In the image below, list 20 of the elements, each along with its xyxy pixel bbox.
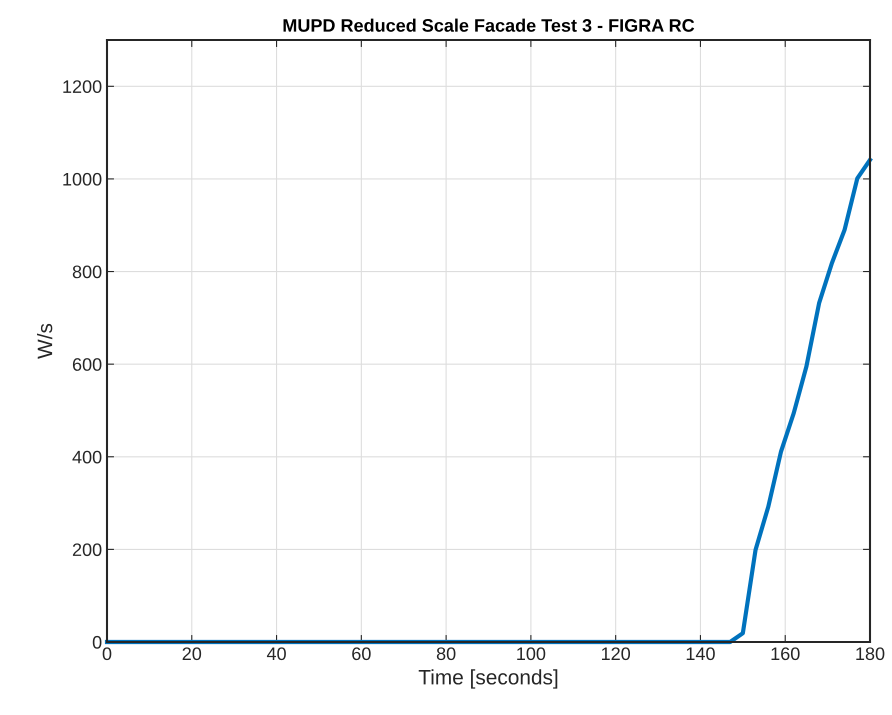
- y-tick-label: 600: [72, 358, 102, 371]
- y-tick-label: 200: [72, 543, 102, 556]
- x-tick-label: 20: [182, 647, 202, 660]
- y-tick-label: 400: [72, 450, 102, 464]
- x-tick-label: 160: [772, 647, 800, 660]
- y-axis-title: W/s: [37, 324, 52, 359]
- x-tick-label: 180: [856, 647, 884, 660]
- y-tick-label: 0: [92, 636, 102, 649]
- x-tick-label: 120: [602, 647, 630, 660]
- x-tick-label: 60: [352, 647, 371, 660]
- x-axis-title: Time [seconds]: [418, 669, 558, 689]
- x-tick-label: 80: [436, 647, 456, 660]
- x-tick-label: 140: [686, 647, 715, 660]
- x-tick-label: 40: [266, 647, 286, 660]
- chart-title: MUPD Reduced Scale Facade Test 3 - FIGRA RC: [284, 18, 694, 32]
- y-tick-label: 800: [72, 265, 102, 278]
- y-tick-label: 1000: [63, 172, 102, 186]
- x-tick-label: 100: [517, 647, 546, 660]
- x-tick-label: 0: [102, 647, 112, 660]
- y-tick-label: 1200: [63, 80, 102, 94]
